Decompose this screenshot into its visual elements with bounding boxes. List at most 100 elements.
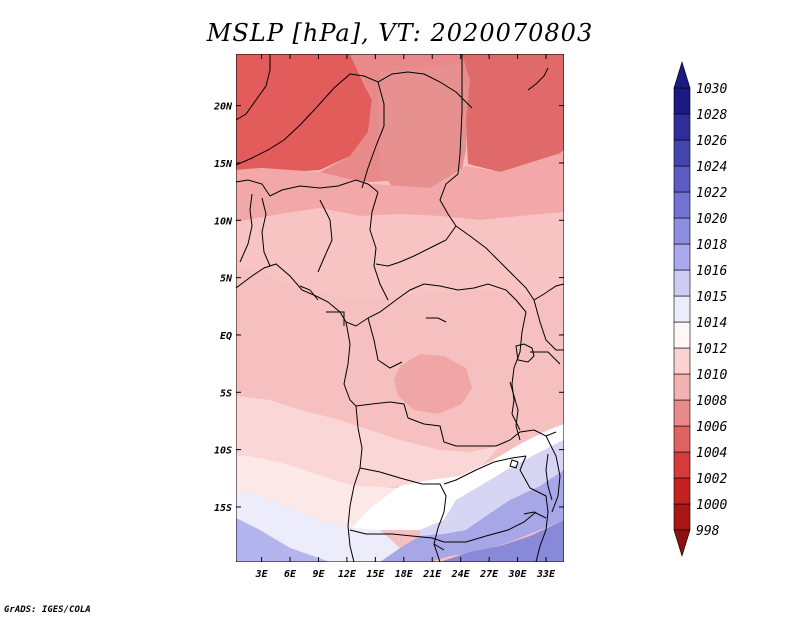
colorbar-segment [673,217,691,245]
colorbar-segment [673,451,691,479]
colorbar-label: 1028 [696,108,727,123]
border-line [236,54,271,121]
fill-central-congo-low [394,354,472,414]
fill-sahel [236,152,564,222]
colorbar-label: 1008 [696,394,727,409]
colorbar-segment [673,191,691,219]
fill-mozambique-south [440,520,564,562]
x-tick-label: 30E [508,569,528,580]
x-tick-label: 18E [395,569,414,580]
x-tick-label: 27E [479,569,499,580]
y-tick-label: 5S [220,388,232,399]
pressure-fill-layer [236,54,564,562]
fill-sahara-northwest [236,54,372,172]
colorbar-segment [673,87,691,115]
border-line [433,543,441,562]
border-line [511,311,527,415]
x-tick-label: 33E [536,569,556,580]
lake-line [527,67,549,91]
y-tick-label: 15S [214,503,232,514]
lake-line [299,285,319,301]
x-tick-label: 12E [338,569,357,580]
border-line [326,311,345,326]
lake-line [515,343,535,363]
y-tick-label: 10N [214,216,233,227]
colorbar-label: 1026 [696,134,727,149]
x-tick-label: 24E [451,569,471,580]
border-line [349,511,537,543]
border-line [361,81,385,189]
lake-line [426,317,447,323]
border-line [407,417,557,447]
border-line [239,193,253,263]
y-axis: 20N 15N 10N 5N EQ 5S 10S 15S [213,102,564,514]
x-tick-label: 6E [284,569,297,580]
y-tick-label: EQ [220,331,232,342]
border-line [519,455,549,562]
border-line [236,71,473,166]
border-line [439,173,459,227]
border-line [457,54,463,175]
border-line [367,317,403,369]
y-tick-label: 10S [214,446,232,457]
colorbar-segment [673,321,691,349]
border-line [455,225,564,301]
colorbar-segment [673,347,691,375]
border-line [369,191,389,301]
border-line [261,197,271,267]
country-borders [236,54,564,562]
colorbar-label: 998 [696,524,720,539]
colorbar-label: 1002 [696,472,727,487]
fill-zimbabwe-mozambique [380,470,564,562]
footer-credit: GrADS: IGES/COLA [4,605,91,615]
fill-namibia-southwest [236,518,330,562]
colorbar-segment [673,399,691,427]
lake-line [545,453,553,501]
y-tick-label: 20N [213,102,233,113]
chart-title: MSLP [hPa], VT: 2020070803 [206,19,593,47]
border-line [443,455,527,485]
colorbar-segment [673,243,691,271]
lake-line [509,459,519,469]
colorbar-label: 1016 [696,264,727,279]
border-line [343,321,409,419]
y-tick-label: 15N [214,159,233,170]
fill-namibia-coast [236,490,400,562]
border-line [375,225,457,267]
colorbar-segment [673,113,691,141]
lake-line [509,381,521,441]
fill-zambia-east [420,440,564,536]
border-line [545,435,561,513]
x-tick-label: 15E [366,569,385,580]
x-tick-label: 3E [255,569,269,580]
border-line [236,179,379,197]
colorbar-segment [673,503,691,531]
colorbar-label: 1024 [696,160,727,175]
colorbar-label: 1030 [696,82,727,97]
colorbar-label: 1006 [696,420,727,435]
colorbar-label: 1020 [696,212,727,227]
x-tick-label: 21E [422,569,442,580]
fill-congo-basin [236,270,564,452]
colorbar-segment [673,269,691,297]
y-tick-label: 5N [220,274,233,285]
colorbar-segment [673,373,691,401]
x-axis: 3E 6E 9E 12E 15E 18E 21E 24E 27E 30E 33E [255,54,556,580]
colorbar-segment [673,295,691,323]
border-line [236,263,317,297]
colorbar-label: 1012 [696,342,727,357]
colorbar-label: 1018 [696,238,727,253]
fill-nile-northeast [462,54,564,172]
fill-sudan-east [378,64,468,192]
colorbar-segment [673,477,691,505]
colorbar-label: 1000 [696,498,727,513]
colorbar-label: 1010 [696,368,727,383]
border-line [530,351,561,365]
x-tick-label: 9E [312,569,325,580]
border-line [533,299,564,351]
map-area [236,54,564,562]
colorbar-arrow-top [673,60,691,89]
fill-angola [236,396,500,488]
colorbar-label: 1022 [696,186,727,201]
